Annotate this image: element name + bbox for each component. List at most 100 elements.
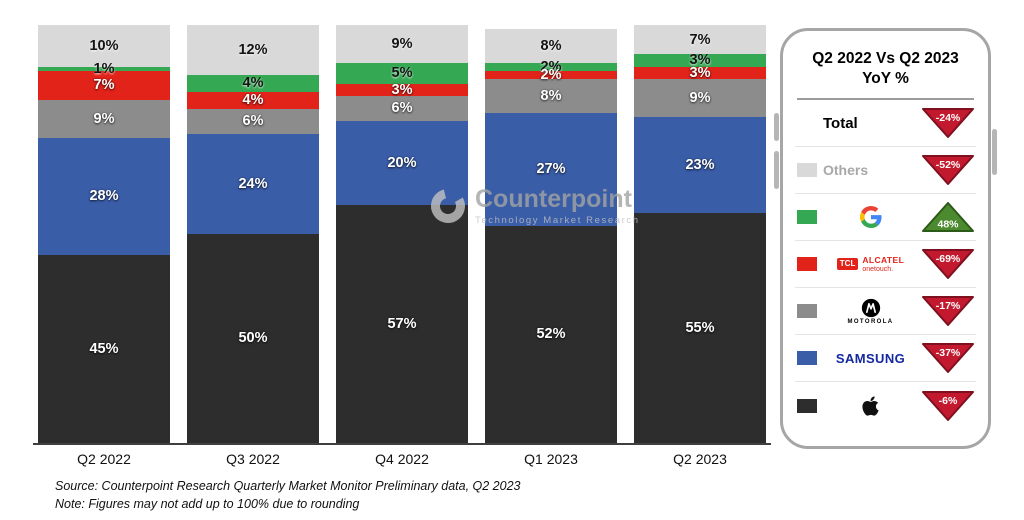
segment-value-label: 1% <box>93 60 115 77</box>
segment-value-label: 2% <box>540 58 562 75</box>
total-label: Total <box>823 114 858 132</box>
segment-value-label: 9% <box>689 89 711 106</box>
segment-value-label: 3% <box>689 64 711 81</box>
yoy-change-value: -37% <box>936 347 961 359</box>
segment-value-label: 45% <box>89 340 119 357</box>
down-triangle-icon: -24% <box>922 108 974 139</box>
legend-row-motorola: MOTOROLA -17% <box>795 288 976 336</box>
stacked-bar-chart: 10% 1% 7% 9% 28% 45% 12% 4% 4% 6% 24% 50% 9% 5% 3% 6% 20… <box>33 10 771 472</box>
down-triangle-icon: -69% <box>922 249 974 280</box>
segment-value-label: 7% <box>689 31 711 48</box>
x-axis-line <box>33 443 771 445</box>
legend-swatch-motorola <box>797 304 817 319</box>
segment-value-label: 24% <box>238 175 268 192</box>
apple-logo <box>861 395 880 417</box>
segment-value-label: 28% <box>89 188 119 205</box>
legend-panel: Q2 2022 Vs Q2 2023 YoY % Total -24% Others… <box>774 28 997 449</box>
yoy-change-total: -24% <box>922 108 974 139</box>
segment-tcl-alcatel: 3% <box>634 64 766 81</box>
segment-others: 12% <box>187 25 319 76</box>
segment-google: 2% <box>485 59 617 74</box>
legend-swatch-placeholder-total <box>797 116 817 130</box>
bar-q3-2022: 12% 4% 4% 6% 24% 50% <box>187 25 319 443</box>
segment-samsung: 23% <box>634 117 766 214</box>
source-note: Source: Counterpoint Research Quarterly … <box>55 479 521 493</box>
legend-title-line2: YoY % <box>862 70 909 88</box>
tcl-badge: TCL <box>836 258 859 271</box>
bar-plot: 10% 1% 7% 9% 28% 45% 12% 4% 4% 6% 24% 50% 9% 5% 3% 6% 20… <box>38 25 766 443</box>
segment-others: 7% <box>634 25 766 55</box>
segment-google: 5% <box>336 62 468 84</box>
segment-value-label: 20% <box>387 154 417 171</box>
legend-swatch-google <box>797 210 817 225</box>
legend-brand-area-tcl-alcatel: TCL ALCATEL onetouch. <box>823 256 918 273</box>
segment-value-label: 9% <box>93 110 115 127</box>
segment-value-label: 50% <box>238 330 268 347</box>
rounding-note: Note: Figures may not add up to 100% due… <box>55 497 360 512</box>
x-axis-labels: Q2 2022 Q3 2022 Q4 2022 Q1 2023 Q2 2023 <box>38 451 766 467</box>
segment-apple: 55% <box>634 213 766 443</box>
segment-value-label: 57% <box>387 315 417 332</box>
legend-brand-area-total: Total <box>823 115 918 132</box>
legend-divider <box>797 98 974 101</box>
segment-samsung: 20% <box>336 121 468 205</box>
yoy-change-value: 48% <box>937 219 959 231</box>
bar-q1-2023: 8% 2% 2% 8% 27% 52% <box>485 29 617 443</box>
segment-apple: 57% <box>336 204 468 443</box>
segment-google: 4% <box>187 75 319 92</box>
legend-row-apple: -6% <box>795 382 976 429</box>
segment-motorola: 6% <box>336 96 468 122</box>
segment-motorola: 8% <box>485 79 617 113</box>
down-triangle-icon: -6% <box>922 390 974 421</box>
segment-value-label: 6% <box>391 100 413 117</box>
segment-samsung: 24% <box>187 133 319 234</box>
segment-others: 8% <box>485 29 617 63</box>
segment-motorola: 9% <box>634 79 766 118</box>
x-axis-label-q1-2023: Q1 2023 <box>524 451 578 467</box>
segment-tcl-alcatel: 2% <box>485 68 617 82</box>
x-axis-label-q2-2023: Q2 2023 <box>673 451 727 467</box>
legend-row-total: Total -24% <box>795 100 976 148</box>
yoy-change-value: -17% <box>936 300 961 312</box>
legend-row-others: Others -52% <box>795 147 976 195</box>
tcl-alcatel-logo: TCL ALCATEL onetouch. <box>836 256 904 273</box>
motorola-logo: MOTOROLA <box>847 298 893 325</box>
legend-swatch-apple <box>797 398 817 413</box>
motorola-label: MOTOROLA <box>847 318 894 325</box>
legend-rows: Total -24% Others -52% 48% TCL ALCATEL onetouch… <box>795 100 976 429</box>
up-triangle-icon: 48% <box>922 202 974 233</box>
segment-value-label: 3% <box>689 52 711 69</box>
legend-brand-area-apple <box>823 395 918 417</box>
legend-row-google: 48% <box>795 194 976 242</box>
legend-swatch-others <box>797 163 817 178</box>
down-triangle-icon: -17% <box>922 296 974 327</box>
footer-notes: Source: Counterpoint Research Quarterly … <box>55 477 521 513</box>
google-logo <box>859 206 882 229</box>
yoy-change-value: -24% <box>936 112 961 124</box>
alcatel-label: ALCATEL <box>862 255 905 266</box>
segment-value-label: 4% <box>242 75 264 92</box>
segment-apple: 52% <box>485 225 617 443</box>
segment-motorola: 9% <box>38 100 170 138</box>
samsung-logo: SAMSUNG <box>835 350 906 366</box>
alcatel-text: ALCATEL onetouch. <box>862 256 904 273</box>
google-g-icon <box>859 206 882 229</box>
phone-side-button <box>774 151 779 189</box>
yoy-change-motorola: -17% <box>922 296 974 327</box>
yoy-change-value: -52% <box>936 159 961 171</box>
segment-value-label: 3% <box>391 81 413 98</box>
segment-value-label: 23% <box>685 156 715 173</box>
segment-value-label: 7% <box>93 77 115 94</box>
segment-others: 10% <box>38 25 170 67</box>
segment-value-label: 8% <box>540 37 562 54</box>
onetouch-label: onetouch. <box>862 265 894 273</box>
motorola-m-icon <box>861 298 880 317</box>
legend-row-samsung: SAMSUNG -37% <box>795 335 976 383</box>
legend-swatch-samsung <box>797 351 817 366</box>
segment-apple: 45% <box>38 254 170 443</box>
segment-value-label: 9% <box>391 35 413 52</box>
legend-brand-area-motorola: MOTOROLA <box>823 298 918 325</box>
legend-title-line1: Q2 2022 Vs Q2 2023 <box>812 50 959 67</box>
x-axis-label-q4-2022: Q4 2022 <box>375 451 429 467</box>
segment-value-label: 12% <box>238 41 268 58</box>
